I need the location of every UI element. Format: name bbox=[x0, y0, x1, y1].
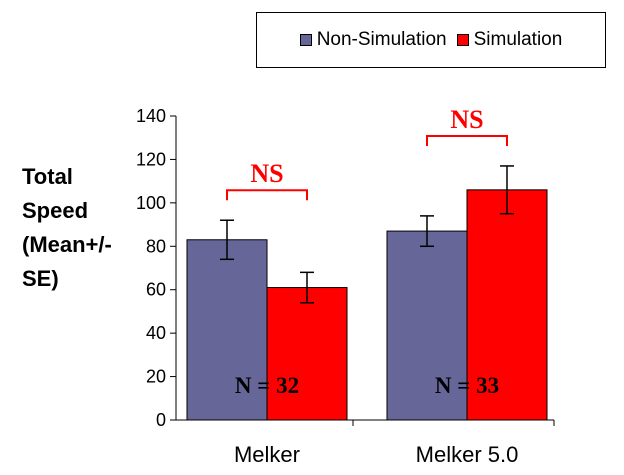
legend-label-non-simulation: Non-Simulation bbox=[316, 29, 447, 50]
legend-label-simulation: Simulation bbox=[473, 29, 563, 50]
bar bbox=[466, 189, 548, 421]
x-tick-label: Melker 5.0 bbox=[416, 442, 519, 467]
bar bbox=[386, 230, 468, 421]
annotation-group: N = 32 N = 33 bbox=[235, 373, 499, 398]
y-tick-label: 60 bbox=[146, 280, 166, 300]
sample-size-annotation: N = 33 bbox=[435, 373, 499, 398]
significance-label: NS bbox=[250, 159, 283, 188]
legend: Non-Simulation Simulation bbox=[256, 12, 606, 68]
legend-item-simulation: Simulation bbox=[456, 29, 563, 51]
y-axis-label: Total Speed (Mean+/-SE) bbox=[22, 164, 112, 291]
significance-group: NS NS bbox=[226, 105, 508, 201]
x-tick-label: Melker bbox=[234, 442, 300, 467]
legend-item-non-simulation: Non-Simulation bbox=[299, 29, 447, 51]
bar bbox=[266, 287, 348, 421]
axes-group: 0 20 40 60 80 100 120 140 Melker Melker 5.0 bbox=[136, 106, 555, 467]
bar bbox=[186, 239, 268, 421]
y-tick-label: 20 bbox=[146, 367, 166, 387]
y-tick-label: 120 bbox=[136, 149, 166, 169]
significance-label: NS bbox=[450, 105, 483, 134]
significance-bracket bbox=[426, 134, 508, 146]
legend-swatch-non-simulation bbox=[299, 34, 312, 46]
y-tick-label: 80 bbox=[146, 236, 166, 256]
y-tick-label: 0 bbox=[156, 410, 166, 430]
y-tick-label: 40 bbox=[146, 323, 166, 343]
y-tick-label: 100 bbox=[136, 193, 166, 213]
y-tick-label: 140 bbox=[136, 106, 166, 126]
sample-size-annotation: N = 32 bbox=[235, 373, 299, 398]
error-bars-group bbox=[220, 165, 514, 304]
significance-bracket bbox=[226, 189, 308, 201]
legend-swatch-simulation bbox=[456, 34, 469, 46]
